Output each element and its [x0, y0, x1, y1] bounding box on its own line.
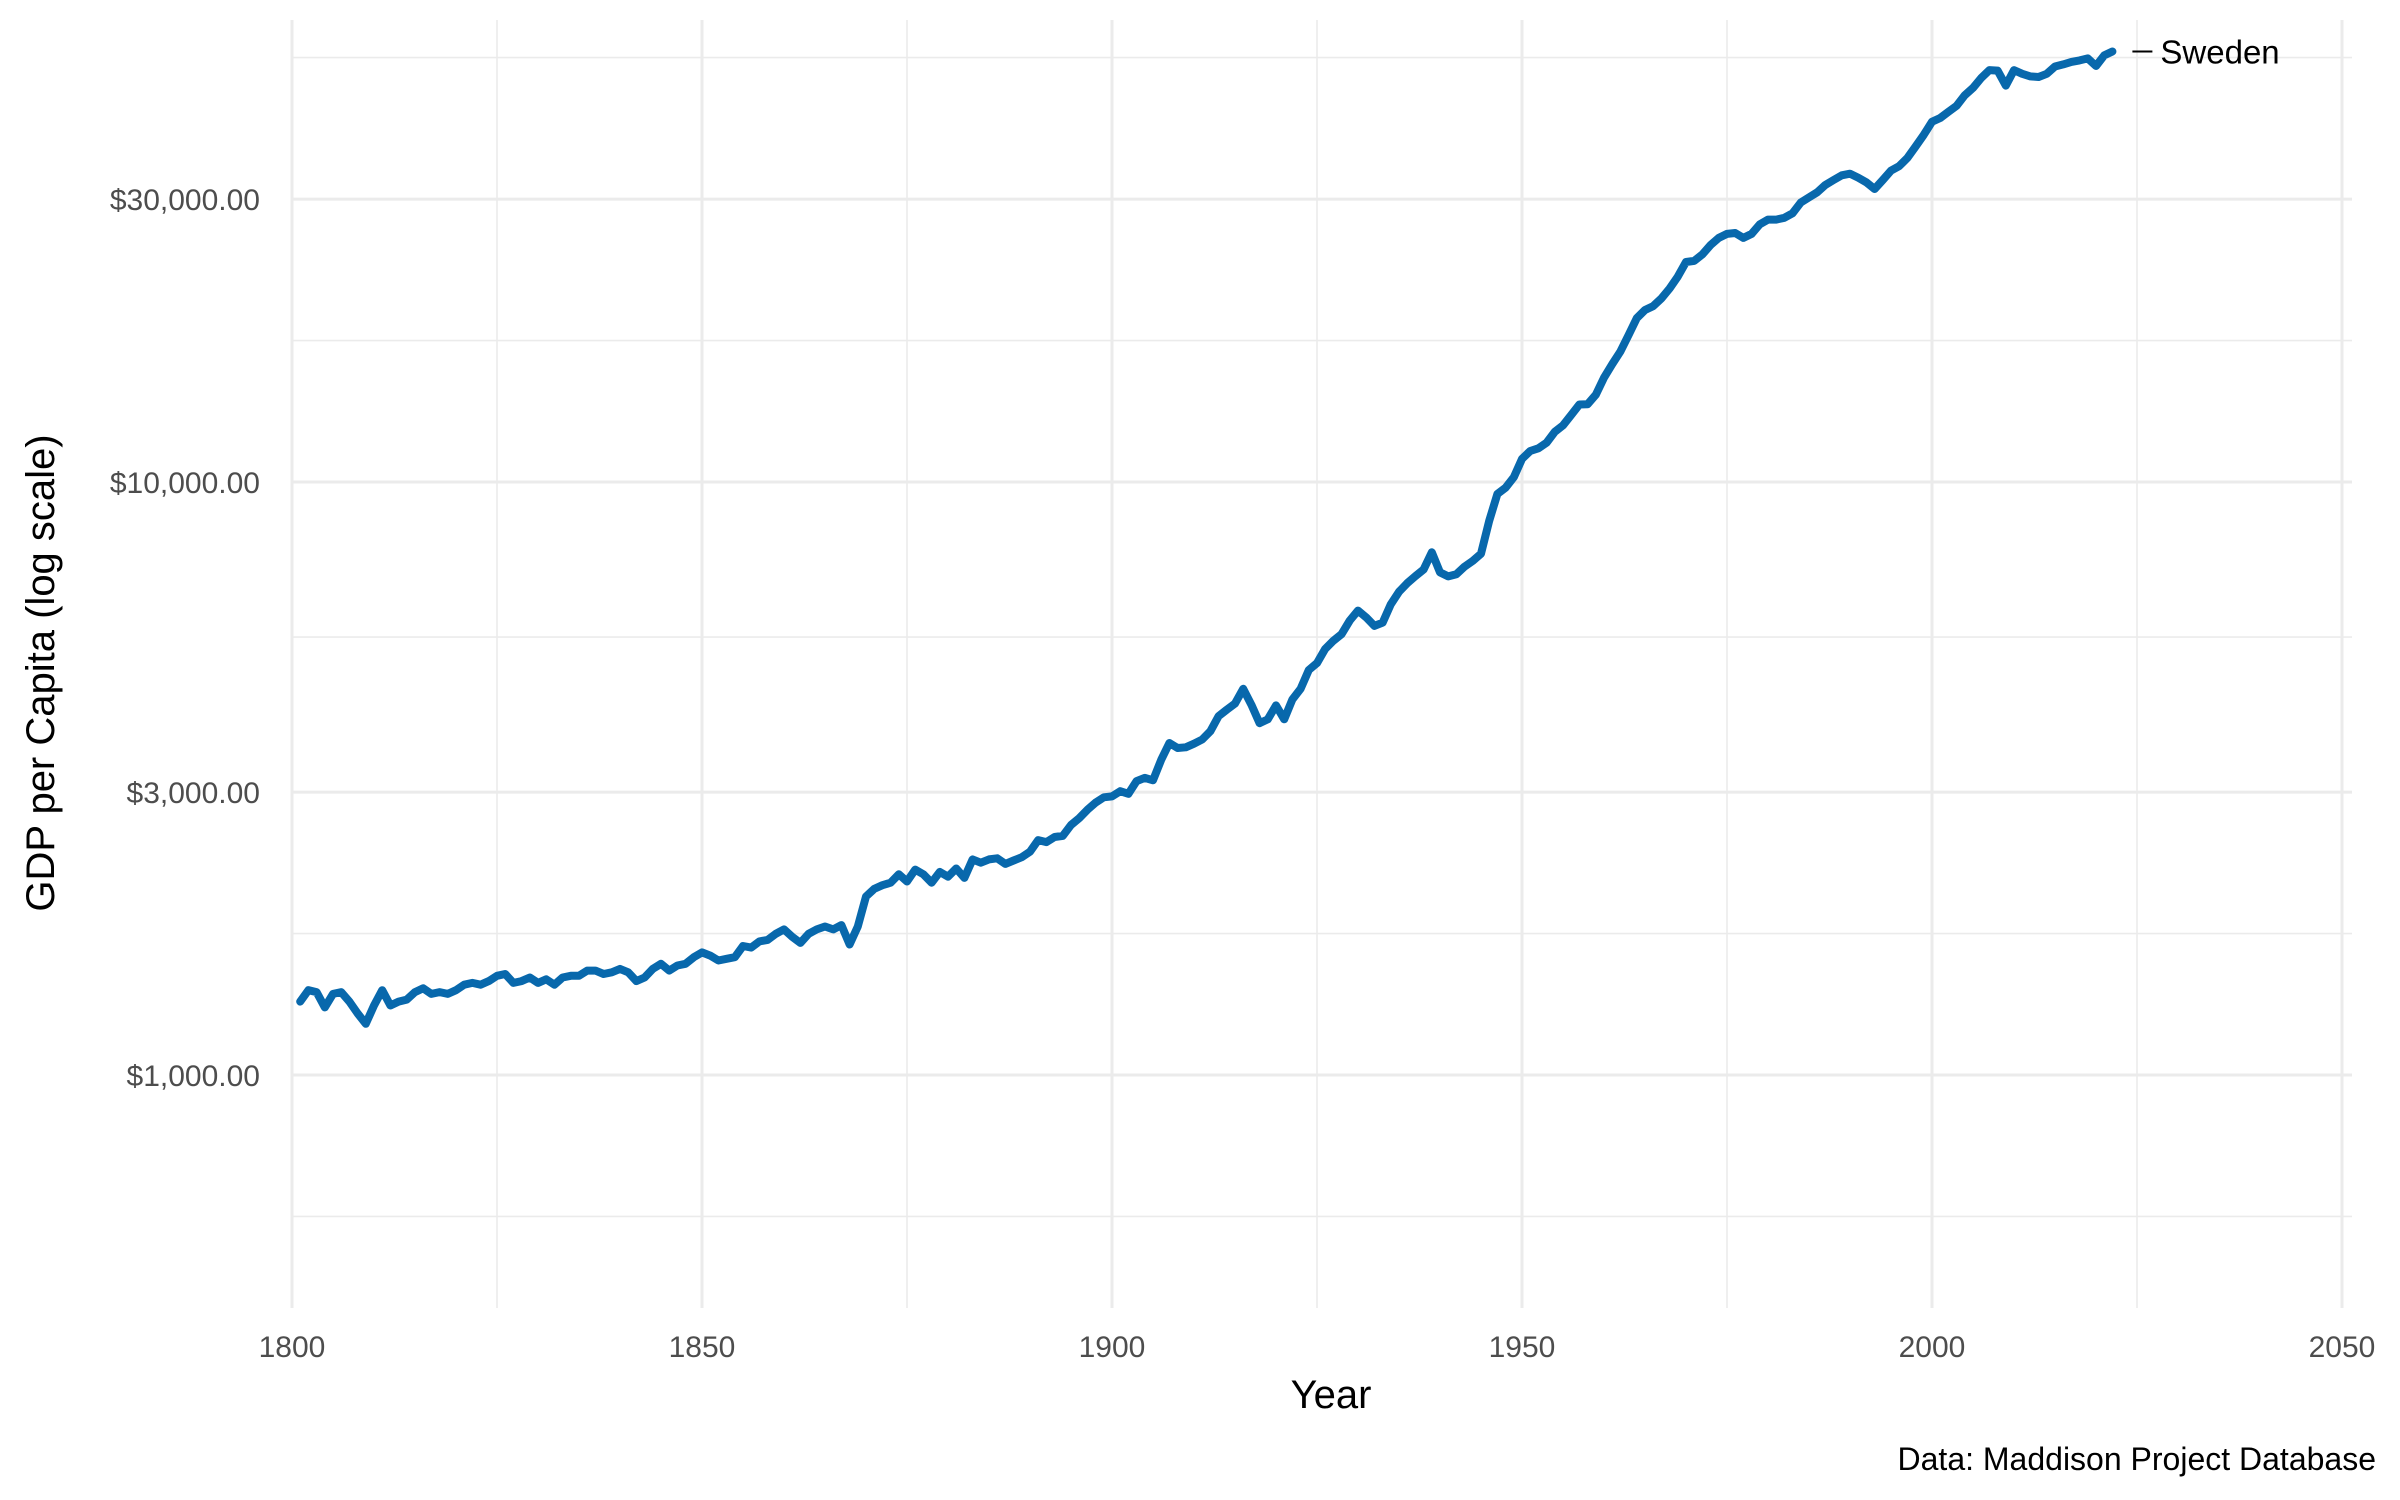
x-tick-label: 1800	[259, 1331, 326, 1364]
x-axis-title: Year	[1291, 1373, 1372, 1417]
series-layer: Sweden	[296, 34, 2280, 1028]
x-axis-tick-labels: 1800 1850 1900 1950 2000 2050	[259, 1331, 2376, 1364]
x-tick-label: 1850	[669, 1331, 736, 1364]
y-tick-label: $30,000.00	[110, 184, 260, 217]
series-label: Sweden	[2160, 34, 2279, 71]
x-tick-label: 2050	[2309, 1331, 2376, 1364]
data-source-caption: Data: Maddison Project Database	[1898, 1441, 2376, 1477]
y-axis-title: GDP per Capita (log scale)	[19, 434, 63, 911]
series-line-sweden	[296, 47, 2117, 1028]
minor-gridlines	[292, 20, 2352, 1308]
y-axis-tick-labels: $1,000.00 $3,000.00 $10,000.00 $30,000.00	[110, 184, 260, 1093]
major-gridlines	[290, 20, 2352, 1308]
y-tick-label: $10,000.00	[110, 467, 260, 500]
x-tick-label: 1900	[1079, 1331, 1146, 1364]
x-tick-label: 2000	[1899, 1331, 1966, 1364]
y-tick-label: $3,000.00	[127, 777, 260, 810]
x-tick-label: 1950	[1489, 1331, 1556, 1364]
y-tick-label: $1,000.00	[127, 1060, 260, 1093]
